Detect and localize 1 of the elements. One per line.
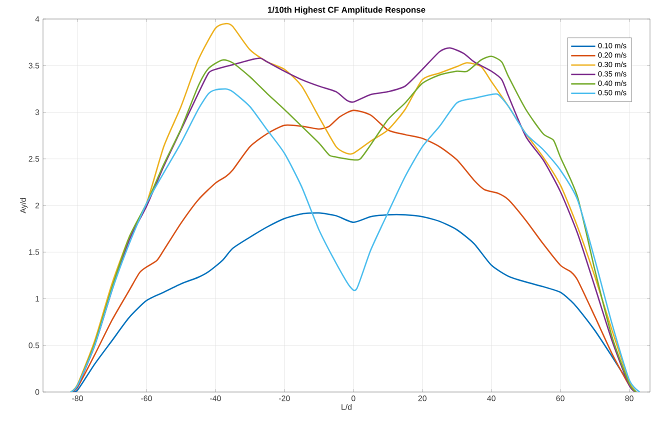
chart-title: 1/10th Highest CF Amplitude Response: [268, 6, 426, 14]
